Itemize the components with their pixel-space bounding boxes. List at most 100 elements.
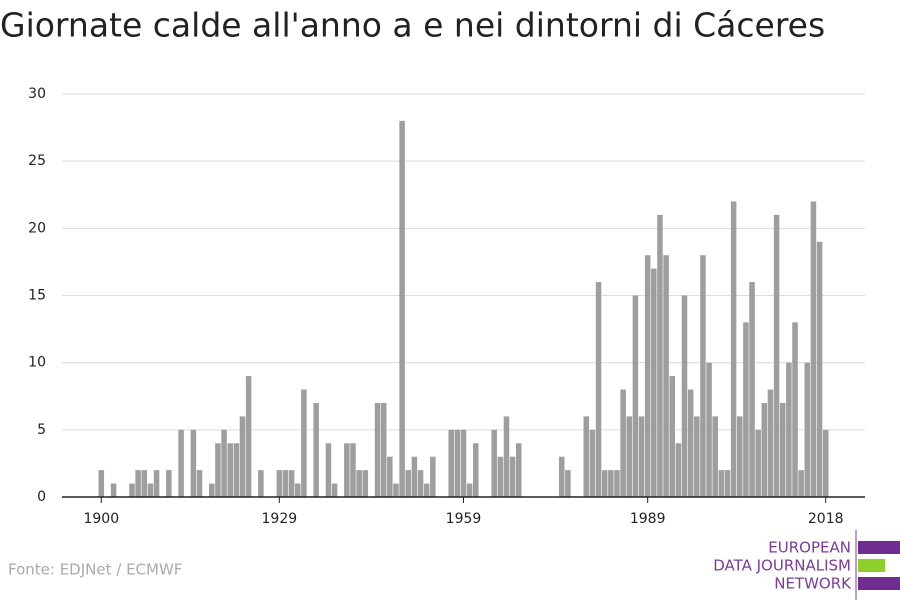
bar bbox=[767, 389, 774, 497]
bar bbox=[153, 470, 160, 497]
bar bbox=[209, 483, 215, 497]
bar bbox=[221, 429, 227, 497]
bar bbox=[227, 443, 233, 497]
bar bbox=[718, 470, 725, 497]
bar bbox=[755, 429, 761, 497]
chart-title: Giornate calde all'anno a e nei dintorni… bbox=[0, 6, 825, 45]
bar bbox=[331, 483, 338, 497]
bar bbox=[608, 470, 614, 497]
bar bbox=[448, 429, 454, 497]
bar bbox=[129, 483, 135, 497]
bar bbox=[663, 255, 669, 497]
logo-text: EUROPEAN bbox=[768, 539, 851, 557]
bar bbox=[595, 282, 602, 497]
logo-bar bbox=[858, 559, 885, 572]
bar bbox=[804, 362, 811, 497]
bar bbox=[601, 470, 608, 497]
bar bbox=[411, 456, 418, 497]
bar bbox=[515, 443, 522, 497]
bar bbox=[417, 470, 424, 497]
bar bbox=[749, 282, 755, 497]
bar bbox=[822, 429, 829, 497]
bar bbox=[399, 120, 405, 497]
bar bbox=[773, 214, 780, 497]
y-tick-label: 0 bbox=[37, 489, 46, 505]
bar bbox=[509, 456, 516, 497]
bar bbox=[669, 376, 675, 497]
source: Fonte: EDJNet / ECMWF bbox=[8, 561, 182, 579]
bar bbox=[374, 402, 381, 497]
bar bbox=[712, 416, 718, 497]
bar bbox=[430, 456, 436, 497]
bar bbox=[190, 429, 197, 497]
bar bbox=[786, 362, 792, 497]
y-tick-label: 10 bbox=[28, 355, 46, 371]
y-tick-label: 25 bbox=[28, 153, 46, 169]
bar bbox=[460, 429, 467, 497]
bar bbox=[245, 376, 252, 497]
bar bbox=[215, 443, 221, 497]
bar bbox=[98, 470, 105, 497]
bar bbox=[141, 470, 148, 497]
bar bbox=[644, 255, 651, 497]
bar bbox=[110, 483, 117, 497]
bar bbox=[344, 443, 350, 497]
bar bbox=[779, 402, 786, 497]
bar bbox=[792, 322, 798, 497]
logo-bar bbox=[858, 577, 900, 590]
x-tick-label: 1989 bbox=[630, 511, 666, 527]
bar bbox=[135, 470, 141, 497]
bar bbox=[724, 470, 731, 497]
bar bbox=[423, 483, 430, 497]
bar bbox=[558, 456, 565, 497]
bar bbox=[362, 470, 369, 497]
bar bbox=[473, 443, 479, 497]
bar bbox=[350, 443, 356, 497]
bar bbox=[583, 416, 590, 497]
bar bbox=[675, 443, 682, 497]
bar bbox=[393, 483, 399, 497]
bar bbox=[294, 483, 301, 497]
bar bbox=[706, 362, 712, 497]
bar bbox=[816, 241, 823, 497]
bar bbox=[497, 456, 504, 497]
bar bbox=[565, 470, 571, 497]
bar bbox=[651, 268, 657, 497]
bar bbox=[761, 402, 768, 497]
bar bbox=[614, 470, 620, 497]
x-tick-label: 2018 bbox=[808, 511, 844, 527]
bar bbox=[632, 295, 639, 497]
bar bbox=[657, 214, 663, 497]
y-tick-label: 20 bbox=[28, 220, 46, 236]
bar bbox=[620, 389, 626, 497]
bar bbox=[178, 429, 184, 497]
bar bbox=[313, 402, 319, 497]
bar bbox=[736, 416, 743, 497]
x-tick-label: 1959 bbox=[446, 511, 482, 527]
bar bbox=[626, 416, 633, 497]
bar bbox=[638, 416, 645, 497]
bar bbox=[258, 470, 264, 497]
bar bbox=[730, 201, 737, 497]
bar bbox=[700, 255, 706, 497]
bar bbox=[743, 322, 749, 497]
bar bbox=[276, 470, 283, 497]
bar bbox=[356, 470, 362, 497]
bar bbox=[325, 443, 332, 497]
y-tick-label: 30 bbox=[28, 86, 46, 102]
bar bbox=[810, 201, 817, 497]
bar bbox=[694, 416, 700, 497]
x-tick-label: 1900 bbox=[83, 511, 119, 527]
bar bbox=[503, 416, 510, 497]
bar bbox=[166, 470, 172, 497]
bar bbox=[798, 470, 804, 497]
y-tick-label: 15 bbox=[28, 288, 46, 304]
bar bbox=[239, 416, 246, 497]
logo-bar bbox=[858, 541, 900, 554]
logo-text: DATA JOURNALISM bbox=[713, 557, 851, 575]
bar bbox=[681, 295, 688, 497]
bar bbox=[454, 429, 461, 497]
bar bbox=[687, 389, 694, 497]
bar bbox=[301, 389, 307, 497]
